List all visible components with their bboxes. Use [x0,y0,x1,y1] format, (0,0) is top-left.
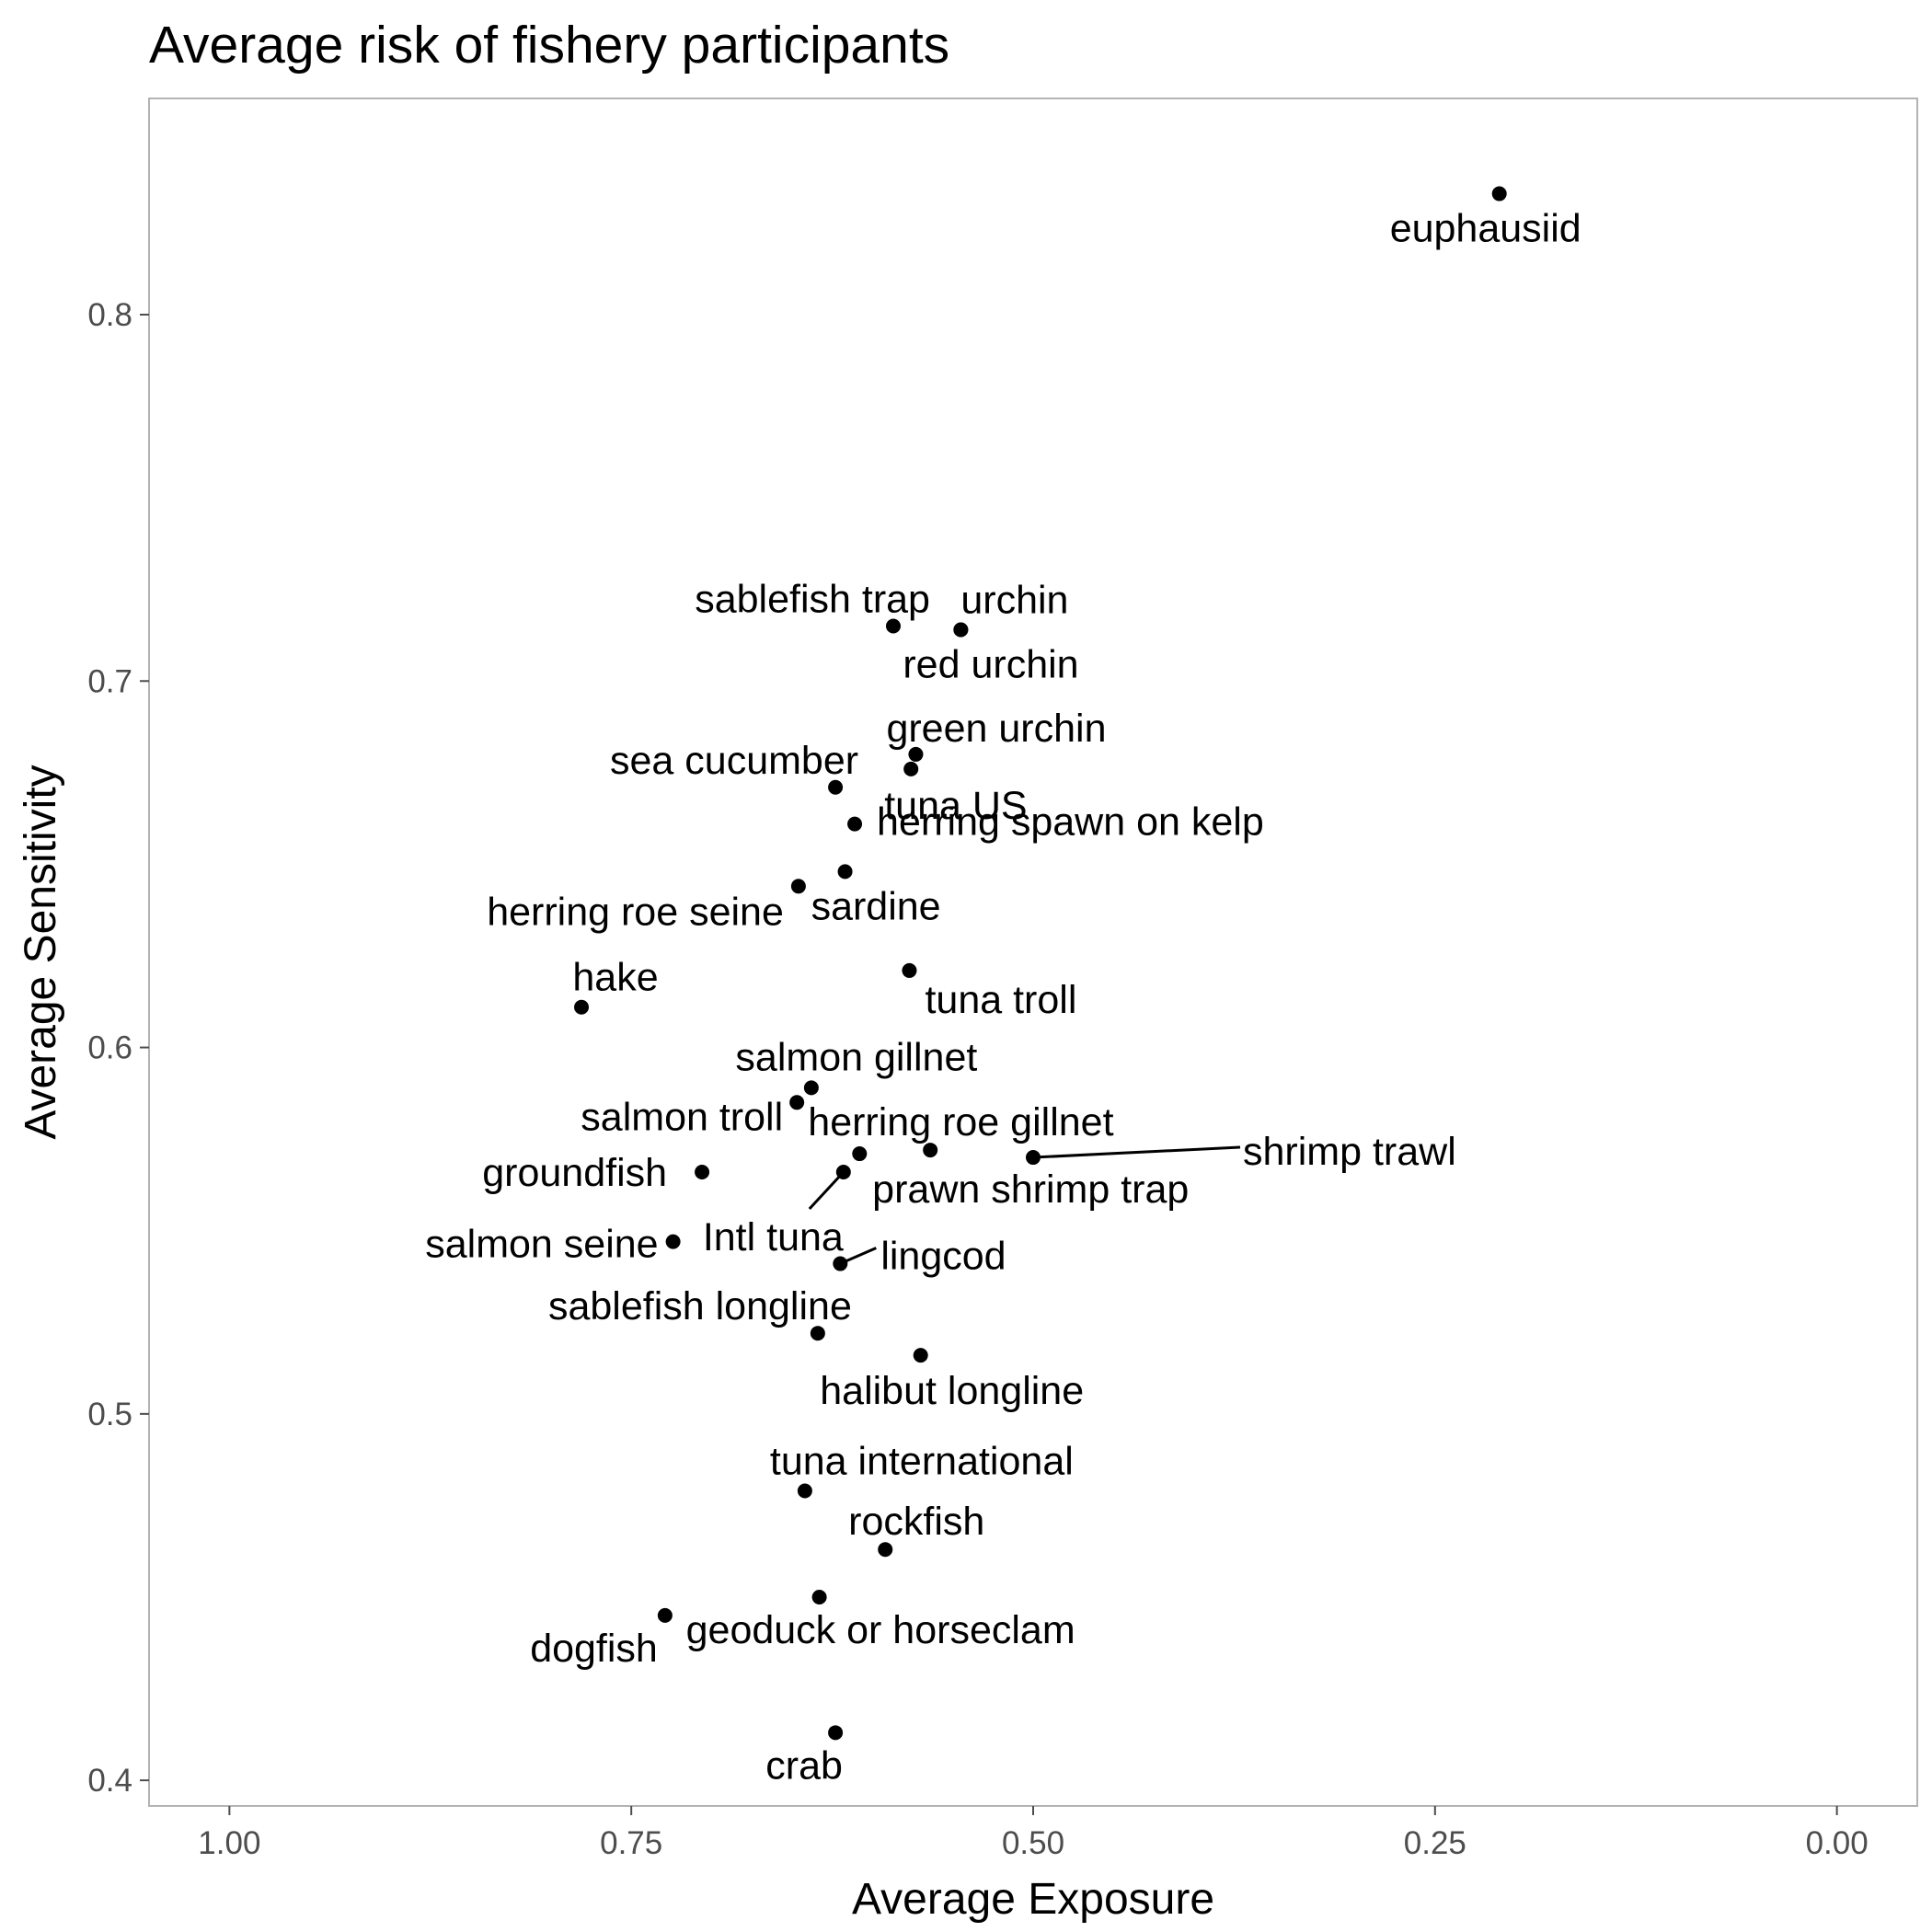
data-point-tuna-us [903,761,919,776]
x-tick-label: 1.00 [198,1825,260,1861]
y-tick-label: 0.4 [87,1763,132,1799]
point-label-halibut-longline: halibut longline [820,1369,1084,1413]
point-label-geoduck-or-horseclam: geoduck or horseclam [686,1608,1075,1652]
y-tick-label: 0.5 [87,1397,132,1432]
point-label-prawn-shrimp-trap: prawn shrimp trap [872,1167,1189,1212]
data-point-sablefish-longline [810,1326,825,1341]
point-label-intl-tuna: Intl tuna [703,1215,844,1259]
data-point-green-urchin [908,746,924,762]
x-tick-label: 0.00 [1806,1825,1869,1861]
point-label-sablefish-longline: sablefish longline [548,1284,852,1328]
x-axis-title: Average Exposure [852,1875,1214,1924]
point-label-tuna-troll: tuna troll [925,978,1076,1022]
data-point-hake [574,999,590,1015]
data-point-shrimp-trawl [1026,1150,1041,1166]
data-point-tuna-international [797,1483,812,1499]
data-point-intl-tuna [835,1164,851,1179]
data-point-herring-roe-gillnet [852,1146,868,1162]
point-label-shrimp-trawl: shrimp trawl [1243,1130,1456,1174]
point-label-sardine: sardine [811,884,941,928]
data-point-herring-spawn-on-kelp [847,816,863,832]
plot-panel [148,98,1918,1807]
point-label-hake: hake [572,956,658,1000]
point-label-crab: crab [765,1743,843,1788]
point-label-herring-spawn-on-kelp: herring spawn on kelp [877,800,1264,845]
point-label-groundfish: groundfish [482,1151,667,1195]
data-point-salmon-troll [789,1095,805,1110]
data-point-groundfish [695,1164,710,1179]
data-point-rockfish [878,1542,893,1558]
data-point-sardine [837,864,853,880]
x-axis: 1.00 0.75 0.50 0.25 0.00 [198,1806,1869,1861]
x-tick-label: 0.50 [1002,1825,1064,1861]
point-label-urchin: urchin [960,579,1068,623]
data-point-euphausiid [1491,186,1507,201]
point-labels: euphausiid sablefish trap urchin red urchin… [425,207,1581,1788]
x-tick-label: 0.75 [600,1825,662,1861]
point-label-sablefish-trap: sablefish trap [695,578,930,622]
point-label-salmon-seine: salmon seine [425,1223,658,1267]
point-label-green-urchin: green urchin [886,707,1106,751]
data-point-tuna-troll [902,962,917,978]
data-points [574,186,1507,1741]
chart-title: Average risk of fishery participants [149,16,949,75]
data-point-dogfish [657,1607,673,1623]
data-point-lingcod [833,1256,848,1271]
point-label-red-urchin: red urchin [903,643,1078,687]
point-label-euphausiid: euphausiid [1390,207,1581,251]
point-label-tuna-international: tuna international [770,1439,1074,1483]
point-label-salmon-gillnet: salmon gillnet [735,1035,977,1079]
point-label-rockfish: rockfish [848,1500,984,1544]
data-point-sablefish-trap [885,618,901,634]
data-point-sea-cucumber [828,779,844,795]
leader-line-intl-tuna [808,1170,845,1210]
y-tick-label: 0.8 [87,297,132,333]
data-point-prawn-shrimp-trap [923,1143,938,1158]
data-point-herring-roe-seine [790,879,806,894]
data-point-geoduck-or-horseclam [811,1589,827,1604]
point-label-dogfish: dogfish [530,1627,658,1671]
point-label-tuna-us: tuna US [884,784,1027,828]
point-label-lingcod: lingcod [880,1235,1006,1279]
leader-line-shrimp-trawl [1032,1145,1241,1159]
y-tick-label: 0.6 [87,1030,132,1066]
x-tick-label: 0.25 [1404,1825,1466,1861]
data-point-halibut-longline [913,1348,928,1363]
data-point-red-urchin [953,622,969,638]
data-point-salmon-gillnet [803,1080,819,1096]
y-axis-title: Average Sensitivity [17,765,65,1139]
point-label-salmon-troll: salmon troll [581,1095,783,1139]
point-label-sea-cucumber: sea cucumber [610,739,858,783]
point-label-herring-roe-seine: herring roe seine [487,890,784,934]
data-point-salmon-seine [665,1234,681,1249]
point-label-herring-roe-gillnet: herring roe gillnet [808,1100,1113,1144]
y-tick-label: 0.7 [87,663,132,699]
y-axis: 0.4 0.5 0.6 0.7 0.8 [87,297,149,1799]
data-point-crab [828,1725,844,1741]
